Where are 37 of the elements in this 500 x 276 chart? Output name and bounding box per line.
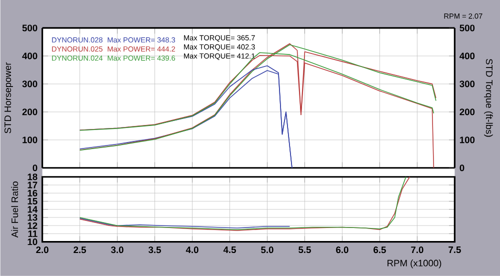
- x-tick-label: 3.0: [111, 246, 124, 254]
- x-tick-label: 2.0: [36, 246, 48, 254]
- x-tick-label: 3.5: [148, 246, 162, 254]
- y-axis-title: STD Horsepower: [4, 62, 13, 134]
- x-tick-label: 7.0: [411, 246, 424, 254]
- y-tick-label: 300: [22, 80, 38, 88]
- y-tick-label: 17: [28, 182, 38, 188]
- y-tick-label: 18: [28, 174, 38, 180]
- x-tick-label: 5.0: [261, 246, 274, 254]
- y2-tick-label: 400: [460, 52, 475, 60]
- y2-tick-label: 100: [460, 136, 475, 144]
- y-tick-label: 0: [32, 164, 38, 172]
- y-tick-label: 14: [28, 206, 38, 213]
- x-tick-label: 6.5: [374, 246, 386, 254]
- y-tick-label: 16: [28, 190, 38, 197]
- y-tick-label: 500: [22, 24, 38, 32]
- y-tick-label: 400: [22, 52, 38, 60]
- y2-tick-label: 200: [460, 108, 475, 116]
- x-axis-title: RPM (x1000): [388, 260, 442, 268]
- y2-tick-label: 500: [460, 24, 475, 32]
- y2-tick-label: 0: [460, 164, 464, 172]
- x-tick-label: 5.5: [298, 246, 311, 254]
- y2-axis-title: STD Torque (ft-lbs): [484, 59, 493, 137]
- y-tick-label: 13: [28, 214, 38, 221]
- y-tick-label: 11: [28, 230, 38, 238]
- y-tick-label: 12: [28, 222, 38, 229]
- y-tick-label: 15: [28, 198, 38, 205]
- x-tick-label: 6.0: [336, 246, 348, 254]
- x-tick-label: 4.0: [186, 246, 198, 254]
- x-tick-label: 7.5: [448, 246, 461, 254]
- y-axis-title: Air Fuel Ratio: [11, 182, 18, 238]
- y-tick-label: 10: [28, 238, 38, 246]
- y-tick-label: 200: [22, 108, 38, 116]
- x-tick-label: 2.5: [74, 246, 86, 254]
- y2-tick-label: 300: [460, 80, 475, 88]
- y-tick-label: 100: [22, 136, 38, 144]
- x-tick-label: 4.5: [223, 246, 236, 254]
